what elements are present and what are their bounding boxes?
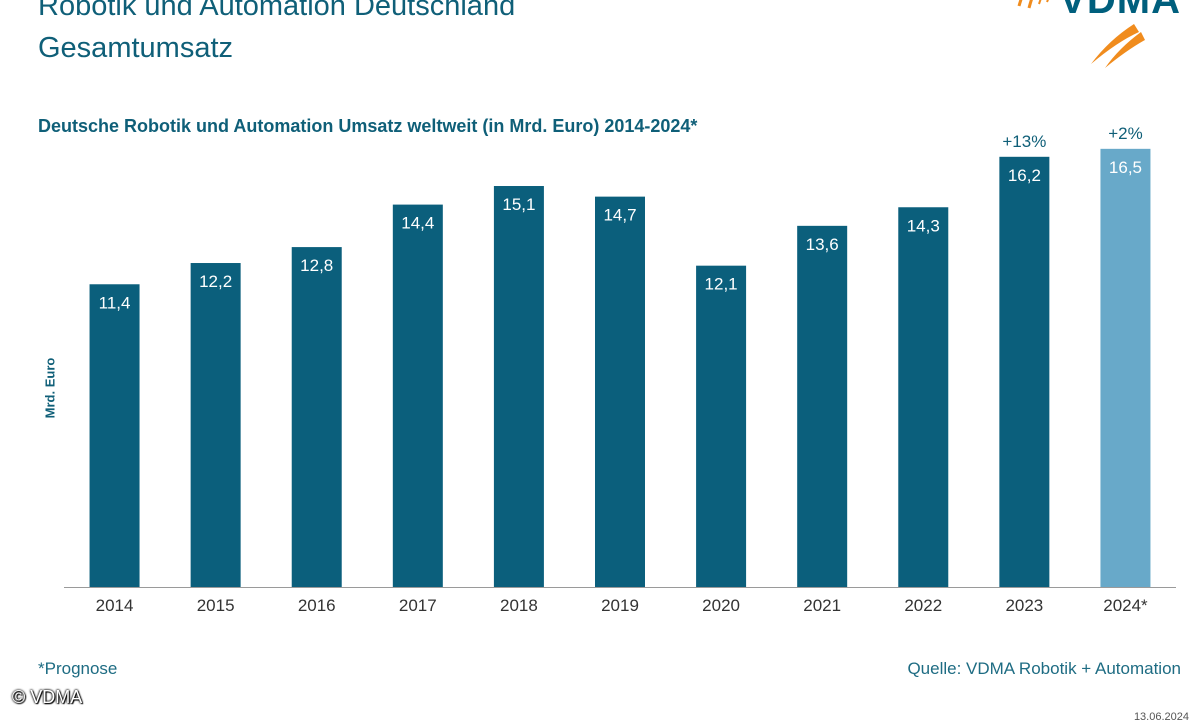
x-tick-label-2022: 2022: [904, 596, 942, 615]
bar-2015: [190, 263, 241, 587]
forecast-footnote: *Prognose: [38, 659, 118, 678]
bar-value-label-2019: 14,7: [603, 206, 636, 225]
source-note: Quelle: VDMA Robotik + Automation: [907, 659, 1181, 678]
x-tick-label-2014: 2014: [96, 596, 134, 615]
bar-value-label-2021: 13,6: [806, 235, 839, 254]
bar-2018: [493, 186, 544, 587]
x-tick-label-2018: 2018: [500, 596, 538, 615]
bar-value-label-2020: 12,1: [705, 275, 738, 294]
page-title-line-1: Robotik und Automation Deutschland: [38, 0, 516, 22]
bar-value-label-2014: 11,4: [99, 293, 131, 312]
x-tick-label-2023: 2023: [1005, 596, 1043, 615]
growth-annotation-2023: +13%: [1002, 132, 1046, 151]
bar-2014: [89, 284, 140, 587]
x-tick-label-2021: 2021: [803, 596, 841, 615]
logo-swoosh-stroke-4: [1046, 0, 1049, 3]
x-tick-label-2020: 2020: [702, 596, 740, 615]
bar-value-label-2017: 14,4: [401, 214, 434, 233]
bar-2021: [797, 225, 848, 587]
logo-swoosh-icon: [1017, 0, 1145, 68]
bar-value-label-2022: 14,3: [907, 216, 940, 235]
date-stamp: 13.06.2024: [1133, 711, 1189, 723]
bar-2019: [595, 196, 645, 587]
page-title-line-2: Gesamtumsatz: [38, 32, 233, 64]
logo-swoosh-stroke-1: [1017, 0, 1023, 7]
x-tick-label-2017: 2017: [399, 596, 437, 615]
bar-value-label-2024: 16,5: [1109, 158, 1142, 177]
bar-2017: [392, 204, 443, 587]
bar-2020: [696, 265, 747, 587]
chart-title: Deutsche Robotik und Automation Umsatz w…: [38, 116, 698, 136]
x-tick-labels: 2014 2015 2016 2017 2018 2019 2020 2021 2022 2023…: [96, 596, 1148, 615]
bar-2023: [999, 156, 1050, 588]
bar-2024: [1100, 148, 1151, 588]
logo-swoosh-stroke-2: [1027, 0, 1033, 9]
logo-text: VDMA: [1059, 0, 1181, 22]
logo-swoosh-stroke-6: [1105, 32, 1145, 68]
logo-swoosh-stroke-5: [1091, 24, 1139, 64]
vdma-logo: VDMA: [959, 0, 1199, 72]
x-tick-label-2019: 2019: [601, 596, 639, 615]
bar-2016: [291, 247, 342, 588]
bar-value-label-2016: 12,8: [300, 256, 333, 275]
bar-value-label-2023: 16,2: [1008, 166, 1041, 185]
logo-swoosh-stroke-3: [1038, 0, 1042, 5]
x-tick-label-2024: 2024*: [1103, 596, 1148, 615]
x-tick-label-2015: 2015: [197, 596, 235, 615]
growth-annotation-2024: +2%: [1108, 124, 1143, 143]
bars-layer: 11,4 12,2 12,8 14,4 15,1 14,7 12,1 13,6 14,3 16,2…: [89, 124, 1151, 588]
copyright-watermark: © VDMA: [12, 687, 83, 707]
bar-value-label-2015: 12,2: [199, 272, 232, 291]
bar-value-label-2018: 15,1: [502, 195, 535, 214]
bar-2022: [898, 207, 949, 587]
x-tick-label-2016: 2016: [298, 596, 336, 615]
